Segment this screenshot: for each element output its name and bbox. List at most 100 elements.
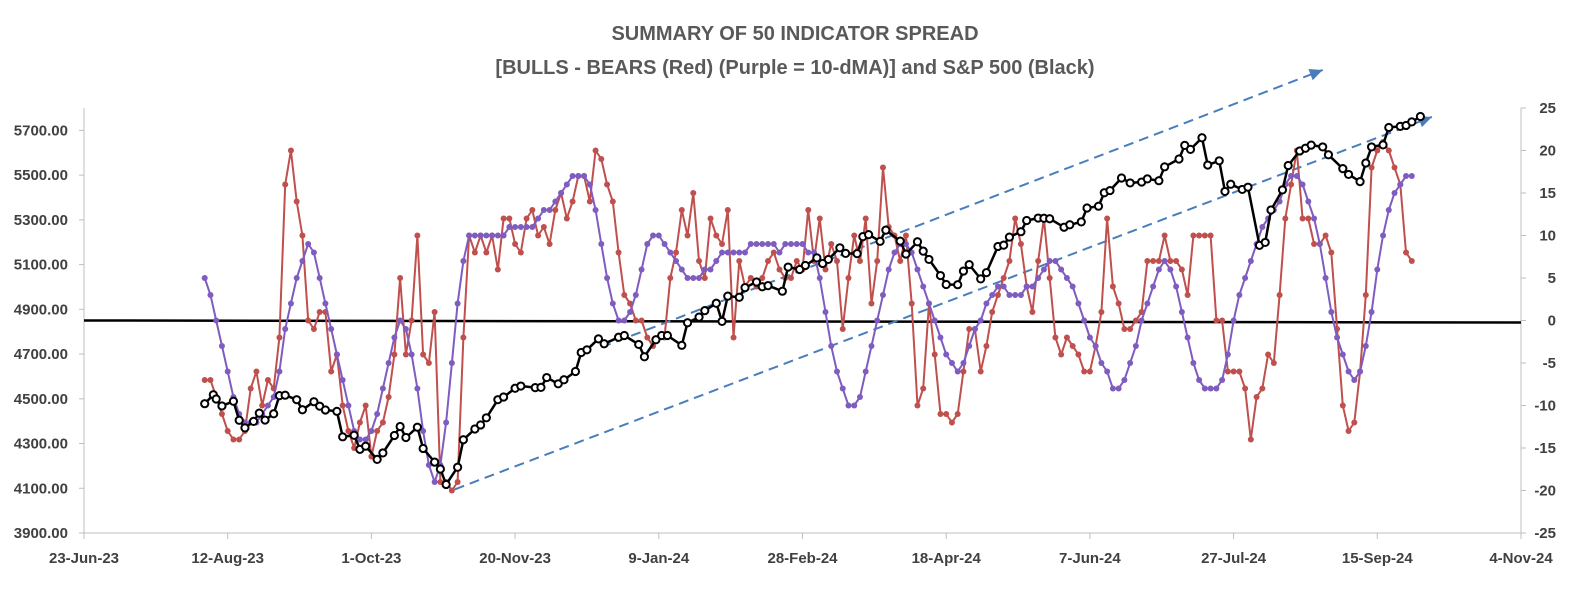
sp500-point (332, 406, 342, 416)
bulls-bears-spread-point (1207, 232, 1214, 239)
spread-10dma-point (1299, 181, 1306, 188)
bulls-bears-spread-point (776, 266, 783, 273)
sp500-point (430, 457, 440, 467)
spread-10dma-point (690, 275, 697, 281)
x-tick-label: 7-Jun-24 (1059, 550, 1121, 567)
spread-10dma-point (960, 360, 967, 366)
sp500-point (536, 382, 546, 392)
sp500-point (740, 283, 750, 293)
y-left-tick-label: 5300.00 (14, 212, 68, 229)
sp500-point (418, 443, 428, 454)
bulls-bears-spread-point (977, 368, 984, 375)
bulls-bears-spread-point (822, 266, 829, 273)
bulls-bears-spread-point (1259, 385, 1266, 392)
sp500-point (211, 394, 221, 404)
sp500-point (542, 372, 552, 383)
bulls-bears-spread-point (673, 249, 680, 256)
x-tick-label: 28-Feb-24 (767, 550, 838, 567)
spread-10dma-point (1138, 317, 1145, 324)
y-left-tick-label: 4100.00 (14, 480, 68, 497)
sp500-point (338, 432, 348, 442)
sp500-point (269, 409, 279, 419)
bulls-bears-spread-point (788, 275, 795, 281)
bulls-bears-spread-point (1121, 326, 1128, 332)
spread-10dma-point (1305, 198, 1312, 205)
sp500-point (1105, 185, 1115, 196)
bulls-bears-spread-point (862, 215, 869, 222)
sp500-point (1142, 174, 1152, 184)
spread-10dma-point (1092, 343, 1099, 349)
bulls-bears-spread-point (1270, 360, 1277, 366)
sp500-point (958, 266, 969, 276)
sp500-point (309, 397, 319, 407)
bulls-bears-spread-point (236, 436, 243, 443)
bulls-bears-spread-point (1167, 258, 1174, 264)
spread-10dma-point (833, 368, 840, 375)
bulls-bears-spread-point (713, 232, 720, 239)
bulls-bears-spread-point (328, 368, 335, 375)
y-right-tick-label: -25 (1534, 525, 1556, 542)
x-tick-label: 4-Nov-24 (1489, 550, 1553, 567)
spread-10dma-point (1058, 266, 1065, 273)
bulls-bears-spread-point (1345, 428, 1352, 434)
bulls-bears-spread-point (1109, 283, 1116, 290)
bulls-bears-spread-point (724, 207, 731, 213)
sp500-point (260, 415, 270, 425)
spread-10dma-point (1247, 258, 1254, 264)
sp500-point (1415, 111, 1426, 122)
spread-10dma-point (1115, 385, 1122, 392)
y-right-tick-label: 5 (1548, 270, 1556, 287)
y-left-tick-label: 5700.00 (14, 122, 68, 139)
spread-10dma-point (1121, 377, 1128, 383)
spread-10dma-point (310, 249, 317, 256)
bulls-bears-spread-point (833, 258, 840, 264)
spread-10dma-point (822, 309, 829, 315)
bulls-bears-spread-point (1150, 258, 1157, 264)
spread-10dma-point (891, 249, 898, 256)
spread-10dma-point (736, 249, 743, 256)
sp500-point (717, 316, 727, 326)
spread-10dma-point (1161, 258, 1168, 264)
bulls-bears-spread-point (310, 326, 317, 332)
sp500-point (1266, 205, 1276, 215)
spread-10dma-point (500, 232, 507, 239)
spread-10dma-point (506, 224, 513, 230)
bulls-bears-spread-point (1242, 385, 1249, 392)
sp500-point (662, 330, 673, 341)
spread-10dma-point (799, 241, 806, 247)
sp500-point (228, 396, 239, 406)
sp500-point (941, 279, 951, 290)
bulls-bears-spread-point (621, 292, 628, 298)
sp500-point (895, 236, 905, 246)
trend-arrow-head (1308, 69, 1323, 81)
x-tick-label: 18-Apr-24 (912, 550, 982, 567)
bulls-bears-spread-point (615, 249, 622, 256)
spread-10dma-point (966, 343, 973, 349)
spread-10dma-point (287, 300, 294, 307)
sp500-point (1076, 217, 1086, 227)
spread-10dma-point (489, 232, 496, 239)
sp500-point (700, 306, 710, 316)
spread-10dma-point (793, 241, 800, 247)
spread-10dma-point (1397, 181, 1404, 188)
y-right-tick-label: 25 (1539, 100, 1556, 117)
spread-10dma-point (316, 275, 323, 281)
bulls-bears-spread-point (431, 309, 438, 315)
bulls-bears-spread-point (701, 275, 708, 281)
spread-10dma-point (828, 343, 835, 349)
sp500-point (935, 270, 946, 281)
sp500-point (593, 334, 604, 344)
spread-10dma-point (1167, 266, 1174, 273)
sp500-point (918, 246, 928, 256)
bulls-bears-spread-point (1368, 164, 1375, 171)
bulls-bears-spread-point (1086, 368, 1093, 375)
spread-10dma-point (661, 241, 668, 247)
spread-10dma-point (477, 232, 484, 239)
bulls-bears-spread-point (759, 275, 766, 281)
spread-10dma-point (305, 241, 312, 247)
bulls-bears-spread-point (1219, 317, 1226, 324)
spread-10dma-point (529, 224, 536, 230)
y-right-tick-label: -10 (1534, 398, 1556, 415)
sp500-point (1343, 169, 1354, 180)
bulls-bears-spread-point (563, 215, 570, 222)
